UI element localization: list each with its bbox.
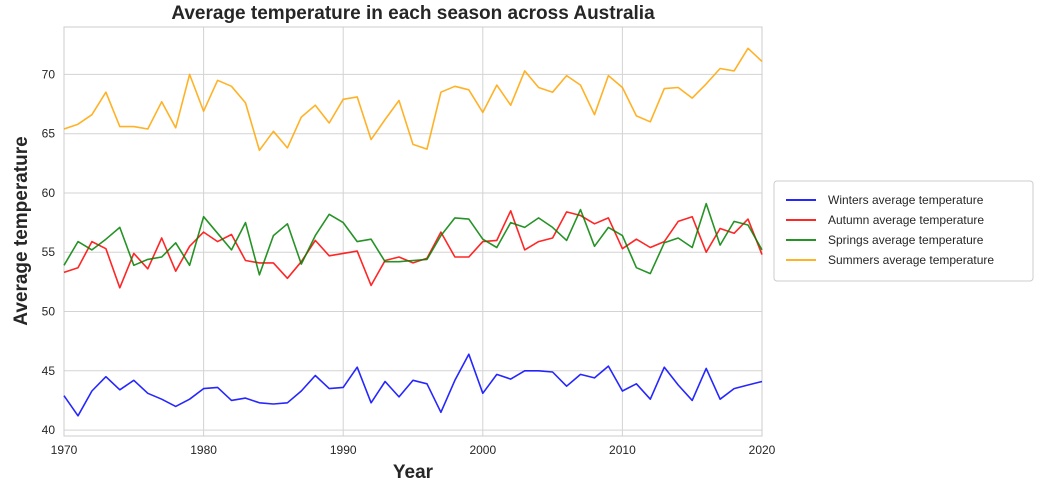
series-line-0 xyxy=(63,353,763,417)
y-tick-label: 70 xyxy=(42,67,56,81)
y-tick-label: 50 xyxy=(42,305,56,319)
series-line-2 xyxy=(63,202,763,276)
chart-title: Average temperature in each season acros… xyxy=(171,3,655,24)
x-tick-label: 2000 xyxy=(469,443,496,457)
plot-area-border xyxy=(63,26,763,437)
x-tick-label: 1970 xyxy=(51,443,78,457)
series-line-1 xyxy=(63,210,763,289)
legend-label: Autumn average temperature xyxy=(828,213,984,227)
x-tick-label: 2010 xyxy=(609,443,636,457)
legend-label: Springs average temperature xyxy=(828,233,984,247)
legend-box xyxy=(773,180,1034,282)
y-tick-label: 45 xyxy=(42,364,56,378)
x-axis-label: Year xyxy=(393,462,434,483)
grid xyxy=(63,27,763,436)
series-lines xyxy=(63,47,763,417)
tick-labels: 1970 1980 1990 2000 2010 2020 40 45 50 55 60 65 70 xyxy=(42,67,776,457)
y-tick-label: 40 xyxy=(42,423,56,437)
legend-label: Summers average temperature xyxy=(828,253,994,267)
x-tick-label: 1990 xyxy=(330,443,357,457)
y-axis-label: Average temperature xyxy=(11,136,32,325)
x-tick-label: 1980 xyxy=(190,443,217,457)
y-tick-label: 55 xyxy=(42,245,56,259)
legend-label: Winters average temperature xyxy=(828,193,984,207)
x-tick-label: 2020 xyxy=(749,443,776,457)
series-line-3 xyxy=(63,47,763,152)
y-tick-label: 60 xyxy=(42,186,56,200)
legend: Winters average temperature Autumn averag… xyxy=(773,180,1034,282)
y-tick-label: 65 xyxy=(42,127,56,141)
